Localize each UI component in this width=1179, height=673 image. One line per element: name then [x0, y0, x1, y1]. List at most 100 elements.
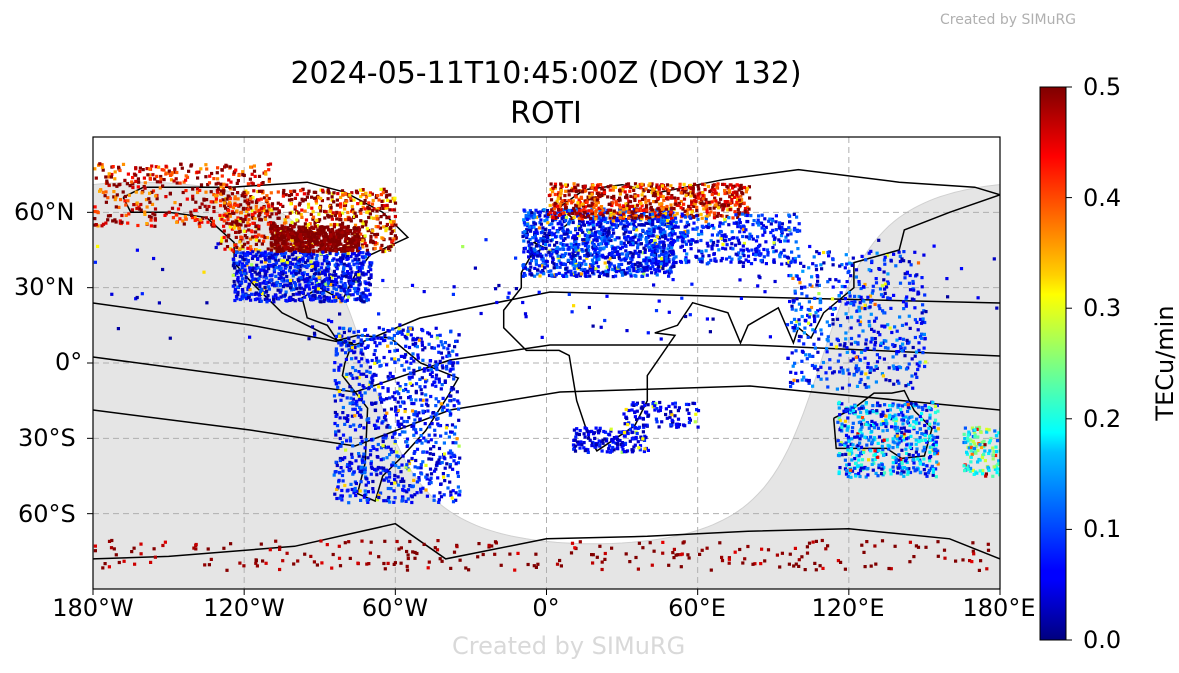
roti-point — [645, 215, 649, 219]
roti-point — [639, 201, 643, 206]
roti-point — [454, 491, 458, 495]
roti-point — [551, 186, 555, 190]
roti-point — [670, 224, 674, 228]
roti-point — [627, 199, 631, 203]
roti-point — [568, 270, 573, 274]
roti-point — [639, 186, 643, 190]
roti-point — [528, 227, 532, 231]
chart-title-time: 2024-05-11T10:45:00Z (DOY 132) — [290, 56, 802, 91]
roti-point — [247, 228, 251, 232]
roti-point — [268, 215, 272, 219]
roti-point — [644, 200, 648, 204]
roti-point — [344, 235, 348, 239]
roti-point — [661, 267, 665, 271]
roti-point — [622, 212, 626, 216]
roti-point — [347, 262, 351, 266]
roti-point — [344, 448, 348, 452]
roti-point — [235, 245, 239, 250]
roti-point — [246, 287, 250, 292]
roti-point — [741, 261, 746, 265]
roti-point — [396, 483, 401, 487]
roti-point — [284, 239, 288, 243]
roti-point — [238, 247, 242, 251]
roti-point — [302, 192, 306, 196]
roti-point — [388, 500, 392, 504]
roti-point — [434, 373, 439, 377]
roti-point — [439, 434, 443, 438]
roti-point — [403, 409, 407, 414]
roti-point — [453, 345, 457, 349]
roti-point — [388, 396, 392, 400]
roti-point — [295, 192, 299, 197]
roti-point — [345, 419, 349, 423]
roti-point — [330, 279, 334, 283]
roti-point — [601, 208, 605, 212]
roti-point — [411, 484, 415, 488]
roti-point — [654, 271, 658, 275]
roti-point — [576, 225, 581, 229]
roti-point — [323, 239, 327, 244]
roti-point — [453, 425, 457, 429]
roti-point — [353, 414, 357, 418]
roti-point — [703, 183, 707, 187]
roti-point — [419, 337, 423, 341]
roti-point — [449, 329, 453, 333]
roti-point — [563, 203, 567, 207]
roti-point — [748, 196, 752, 200]
roti-point — [238, 229, 242, 233]
roti-point — [716, 239, 720, 243]
roti-point — [588, 191, 592, 195]
roti-point — [382, 499, 386, 503]
roti-point — [456, 461, 460, 465]
roti-point — [430, 370, 434, 374]
roti-point — [556, 245, 560, 250]
roti-point — [644, 261, 648, 265]
roti-point — [627, 207, 631, 211]
roti-point — [283, 234, 287, 238]
roti-point — [636, 238, 641, 242]
roti-point — [747, 207, 751, 211]
roti-point — [527, 211, 531, 215]
roti-point — [254, 291, 259, 295]
roti-point — [725, 214, 729, 218]
roti-point — [349, 272, 353, 276]
roti-point — [643, 259, 647, 263]
roti-point — [635, 208, 639, 212]
roti-point — [581, 230, 585, 234]
roti-point — [760, 221, 764, 226]
roti-point — [586, 246, 590, 250]
roti-point — [369, 268, 373, 272]
roti-point — [670, 265, 674, 269]
roti-point — [407, 366, 411, 370]
roti-point — [635, 228, 639, 232]
roti-point — [563, 194, 567, 198]
roti-point — [334, 414, 338, 418]
roti-point — [550, 252, 554, 256]
roti-point — [390, 357, 394, 361]
roti-point — [236, 216, 240, 220]
roti-point — [533, 274, 537, 278]
roti-point — [420, 392, 424, 396]
roti-point — [418, 418, 422, 422]
roti-point — [370, 381, 374, 385]
roti-point — [594, 217, 598, 221]
roti-point — [622, 214, 626, 218]
roti-point — [334, 246, 338, 250]
roti-point — [301, 258, 305, 262]
roti-point — [447, 354, 451, 358]
roti-point — [370, 358, 374, 363]
roti-point — [384, 418, 388, 422]
roti-point — [608, 251, 612, 256]
roti-point — [651, 193, 655, 198]
roti-point — [335, 217, 339, 221]
roti-point — [384, 446, 388, 450]
roti-point — [635, 203, 640, 207]
roti-point — [527, 255, 531, 259]
roti-point — [400, 477, 404, 481]
roti-point — [351, 401, 355, 405]
roti-point — [284, 193, 288, 197]
roti-point — [392, 333, 396, 338]
roti-point — [379, 187, 383, 191]
roti-point — [293, 231, 297, 235]
roti-point — [554, 273, 558, 277]
